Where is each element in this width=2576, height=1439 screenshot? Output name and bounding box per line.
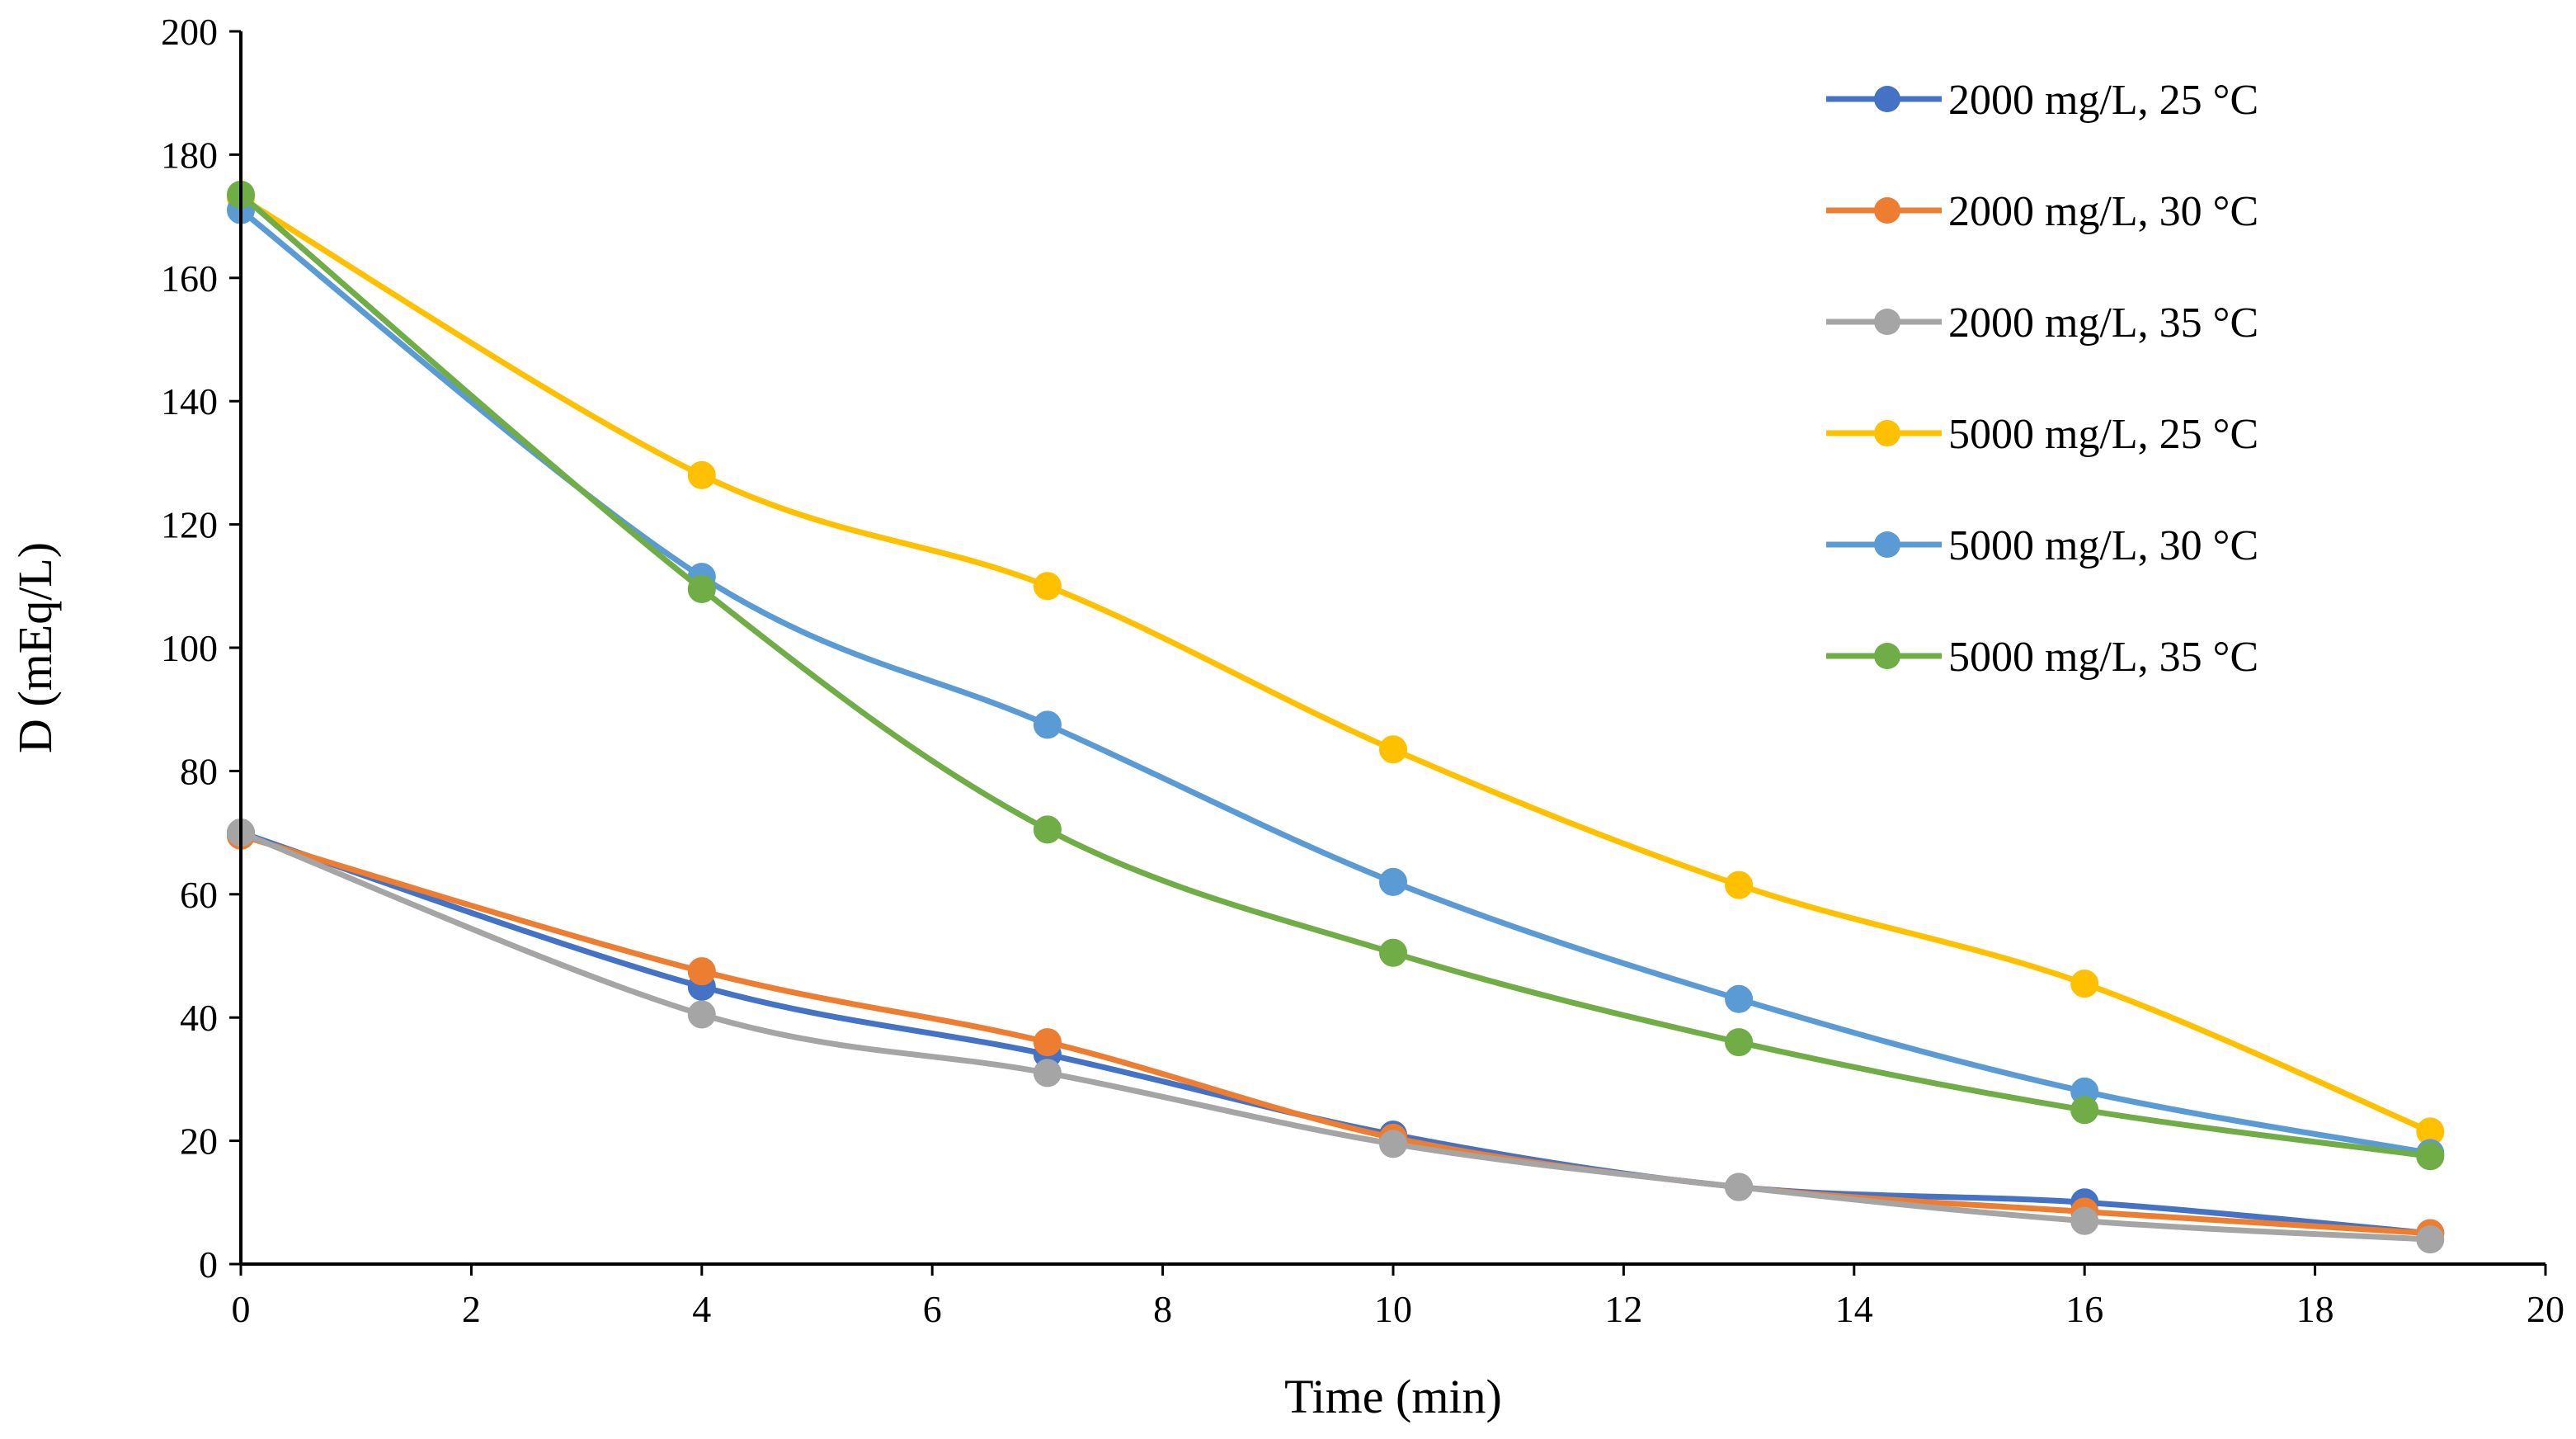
legend-marker xyxy=(1874,531,1900,558)
y-tick-label: 180 xyxy=(161,134,218,176)
legend-item: 2000 mg/L, 30 °C xyxy=(1826,188,2258,235)
x-tick-label: 12 xyxy=(1604,1288,1642,1330)
legend-label: 2000 mg/L, 25 °C xyxy=(1948,77,2258,124)
legend-item: 2000 mg/L, 35 °C xyxy=(1826,300,2258,347)
series-1 xyxy=(227,819,2445,1248)
y-tick-label: 0 xyxy=(199,1243,218,1286)
x-tick-label: 20 xyxy=(2527,1288,2564,1330)
data-point xyxy=(1379,735,1407,764)
series-3 xyxy=(227,819,2445,1254)
legend-item: 2000 mg/L, 25 °C xyxy=(1826,77,2258,124)
series-layer xyxy=(227,180,2445,1254)
x-tick-label: 18 xyxy=(2296,1288,2334,1330)
data-point xyxy=(1033,710,1062,739)
x-tick-label: 0 xyxy=(232,1288,251,1330)
data-point xyxy=(2416,1225,2445,1254)
data-point xyxy=(687,957,716,986)
legend: 2000 mg/L, 25 °C 2000 mg/L, 30 °C 2000 mg/… xyxy=(1826,77,2258,681)
data-point xyxy=(687,460,716,489)
legend-marker xyxy=(1874,643,1900,669)
y-tick-label: 60 xyxy=(180,874,218,916)
y-tick-label: 160 xyxy=(161,257,218,300)
data-point xyxy=(1033,815,1062,844)
data-point xyxy=(1379,938,1407,967)
y-tick-label: 140 xyxy=(161,380,218,422)
series-line xyxy=(238,833,2433,1237)
x-tick-label: 6 xyxy=(923,1288,942,1330)
data-point xyxy=(2070,970,2099,998)
data-point xyxy=(1725,984,1754,1013)
y-tick-label: 200 xyxy=(161,11,218,53)
x-axis-title: Time (min) xyxy=(1284,1370,1502,1423)
x-tick-label: 14 xyxy=(1835,1288,1873,1330)
legend-marker xyxy=(1874,197,1900,224)
y-tick-label: 20 xyxy=(180,1121,218,1163)
y-axis-title: D (mEq/L) xyxy=(8,542,62,753)
x-tick-label: 10 xyxy=(1374,1288,1412,1330)
series-6 xyxy=(227,180,2445,1171)
data-point xyxy=(687,1000,716,1029)
legend-marker xyxy=(1874,309,1900,335)
legend-item: 5000 mg/L, 35 °C xyxy=(1826,634,2258,681)
y-tick-label: 80 xyxy=(180,750,218,792)
legend-item: 5000 mg/L, 25 °C xyxy=(1826,411,2258,458)
legend-label: 5000 mg/L, 35 °C xyxy=(1948,634,2258,681)
x-tick-label: 4 xyxy=(692,1288,711,1330)
data-point xyxy=(2070,1206,2099,1235)
x-tick-label: 8 xyxy=(1153,1288,1172,1330)
legend-label: 2000 mg/L, 35 °C xyxy=(1948,300,2258,347)
data-point xyxy=(1379,1130,1407,1158)
data-point xyxy=(687,575,716,604)
x-tick-label: 16 xyxy=(2065,1288,2103,1330)
x-tick-label: 2 xyxy=(462,1288,481,1330)
y-tick-label: 100 xyxy=(161,627,218,669)
data-point xyxy=(1033,1028,1062,1057)
data-point xyxy=(2070,1096,2099,1125)
legend-label: 2000 mg/L, 30 °C xyxy=(1948,188,2258,235)
data-point xyxy=(1725,870,1754,899)
data-point xyxy=(1033,572,1062,601)
legend-label: 5000 mg/L, 30 °C xyxy=(1948,522,2258,569)
data-point xyxy=(1725,1172,1754,1201)
legend-marker xyxy=(1874,86,1900,112)
y-tick-label: 40 xyxy=(180,997,218,1039)
legend-label: 5000 mg/L, 25 °C xyxy=(1948,411,2258,458)
data-point xyxy=(1033,1059,1062,1088)
data-point xyxy=(1725,1028,1754,1057)
y-tick-label: 120 xyxy=(161,504,218,546)
series-line xyxy=(238,207,2433,1156)
legend-item: 5000 mg/L, 30 °C xyxy=(1826,522,2258,569)
data-point xyxy=(1379,867,1407,896)
data-point xyxy=(2416,1142,2445,1171)
axis-ticks: 0 20 40 60 80 100 120 140 160 180 200 0 2 4 6 8 10 12 14 16… xyxy=(161,11,2564,1330)
series-line xyxy=(238,829,2433,1243)
legend-marker xyxy=(1874,420,1900,446)
series-line xyxy=(238,829,2433,1237)
series-2 xyxy=(227,821,2445,1248)
